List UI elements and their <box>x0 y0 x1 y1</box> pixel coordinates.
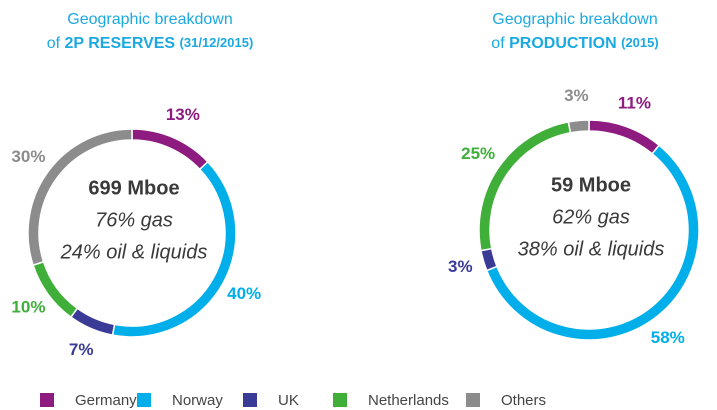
data-label: 11% <box>618 93 651 112</box>
center-label: 24% oil & liquids <box>60 241 208 263</box>
data-label: 13% <box>166 105 200 124</box>
pie-segment <box>567 119 590 134</box>
pie-segment <box>588 119 661 155</box>
center-label: 699 Mboe <box>88 177 179 199</box>
legend-swatch <box>466 393 480 407</box>
legend-label: UK <box>278 392 299 409</box>
pie-segment <box>69 307 116 337</box>
legend-label: Others <box>501 392 546 409</box>
legend-label: Germany <box>75 392 137 409</box>
pie-segment <box>27 128 133 267</box>
pie-segment <box>131 128 209 171</box>
center-label: 59 Mboe <box>551 174 631 196</box>
center-label: 38% oil & liquids <box>518 238 665 260</box>
data-label: 30% <box>11 147 45 166</box>
legend-label: Netherlands <box>368 392 449 409</box>
data-label: 10% <box>11 298 45 317</box>
title-bold: PRODUCTION <box>509 35 617 52</box>
legend-swatch <box>243 393 257 407</box>
legend-swatch <box>40 393 54 407</box>
chart-title: Geographic breakdown <box>67 11 232 28</box>
title-note: (2015) <box>621 35 659 50</box>
title-prefix: of <box>47 35 61 52</box>
legend-swatch <box>333 393 347 407</box>
title-note: (31/12/2015) <box>180 35 254 50</box>
chart-title: of PRODUCTION (2015) <box>491 35 658 52</box>
legend-label: Norway <box>172 392 223 409</box>
data-label: 3% <box>448 257 473 276</box>
chart-title: of 2P RESERVES (31/12/2015) <box>47 35 254 52</box>
data-label: 40% <box>227 284 261 303</box>
center-label: 62% gas <box>552 206 630 228</box>
title-bold: 2P RESERVES <box>65 35 176 52</box>
legend-swatch <box>137 393 151 407</box>
pie-segment <box>480 247 498 272</box>
data-label: 25% <box>461 144 495 163</box>
title-prefix: of <box>491 35 505 52</box>
data-label: 58% <box>651 328 685 347</box>
data-label: 3% <box>564 86 589 105</box>
center-label: 76% gas <box>95 209 173 231</box>
data-label: 7% <box>69 340 94 359</box>
chart-title: Geographic breakdown <box>492 11 657 28</box>
